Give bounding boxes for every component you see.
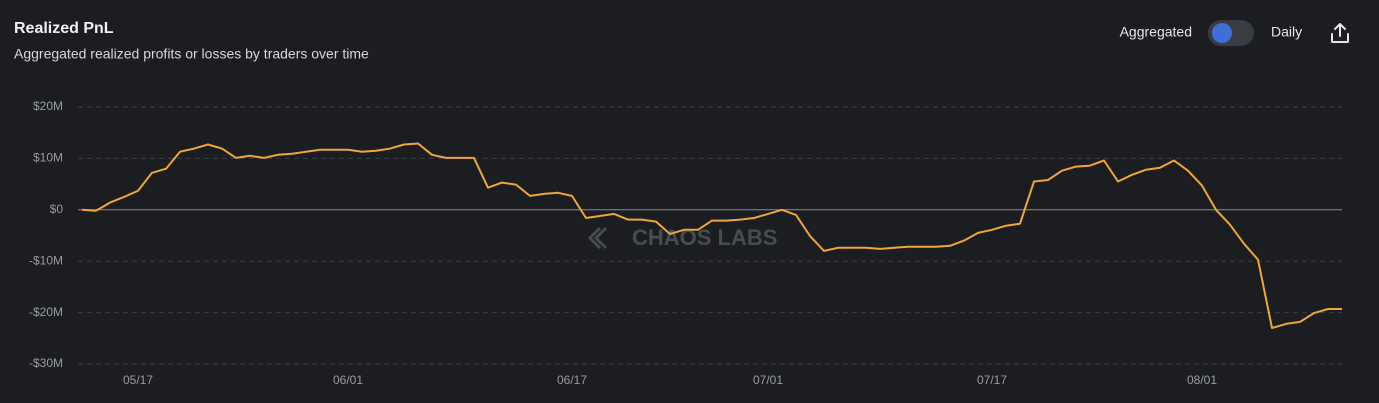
y-tick-label: $20M bbox=[33, 99, 63, 113]
y-tick-label: $0 bbox=[50, 202, 64, 216]
chart-subtitle: Aggregated realized profits or losses by… bbox=[14, 46, 369, 62]
x-tick-label: 06/17 bbox=[557, 373, 587, 387]
plot: -$30M -$20M -$10M $0 $10M $20M 05/17 06/01 06/17… bbox=[29, 99, 1342, 387]
watermark-text: CHAOS LABS bbox=[632, 225, 777, 250]
share-button[interactable] bbox=[1331, 23, 1349, 43]
y-tick-label: -$20M bbox=[29, 305, 63, 319]
x-tick-label: 07/17 bbox=[977, 373, 1007, 387]
x-tick-label: 05/17 bbox=[123, 373, 153, 387]
x-tick-label: 08/01 bbox=[1187, 373, 1217, 387]
data-line bbox=[81, 142, 1342, 329]
toggle-label: Aggregated bbox=[1120, 24, 1192, 40]
x-tick-label: 07/01 bbox=[753, 373, 783, 387]
toggle[interactable] bbox=[1208, 20, 1254, 46]
watermark: CHAOS LABS bbox=[587, 225, 777, 250]
watermark-logo bbox=[587, 226, 608, 250]
x-tick-label: 06/01 bbox=[333, 373, 363, 387]
toggle-label: Daily bbox=[1271, 24, 1302, 40]
y-tick-label: -$10M bbox=[29, 253, 63, 267]
chart-title: Realized PnL bbox=[14, 20, 114, 37]
y-tick-label: $10M bbox=[33, 151, 63, 165]
toggle-knob[interactable] bbox=[1212, 23, 1232, 43]
y-tick-label: -$30M bbox=[29, 356, 63, 370]
